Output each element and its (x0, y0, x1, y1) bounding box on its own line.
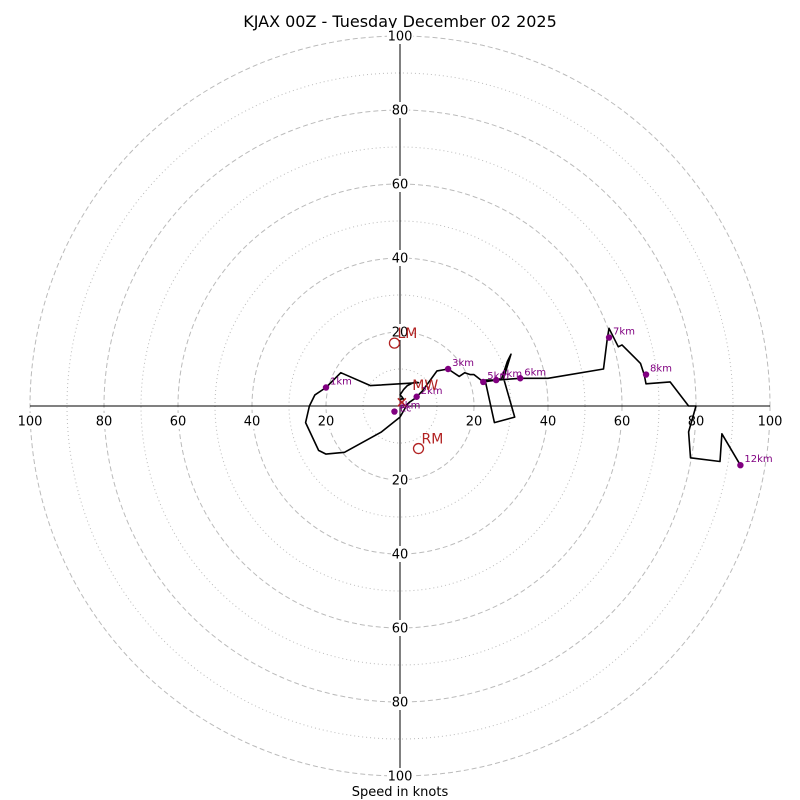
tick-label-right-60-bg (613, 413, 631, 429)
tick-label-down-60: 60 (392, 622, 409, 637)
height-marker-3km (444, 365, 452, 373)
tick-label-left-20: 20 (318, 415, 335, 430)
height-marker-12km (737, 462, 744, 469)
tick-label-down-40-bg (391, 546, 409, 562)
storm-motion-rm-label: RM (422, 432, 444, 448)
tick-label-up-60: 60 (392, 178, 409, 193)
tick-label-right-60: 60 (614, 415, 631, 430)
height-marker-2km (413, 393, 420, 400)
tick-label-up-20: 20 (392, 326, 409, 341)
tick-label-up-80: 80 (392, 104, 409, 119)
tick-label-up-80-bg (391, 102, 409, 118)
tick-label-left-100: 100 (18, 415, 43, 430)
height-label-1km: 1km (330, 377, 352, 388)
tick-label-left-40-bg (243, 413, 261, 429)
height-label-0km: 0km (398, 401, 420, 412)
tick-label-left-80-bg (95, 413, 113, 429)
tick-label-down-80: 80 (392, 696, 409, 711)
tick-label-up-40-bg (391, 250, 409, 266)
axes (30, 36, 770, 776)
storm-motion-mw-label: MW (412, 378, 438, 394)
tick-label-up-40: 40 (392, 252, 409, 267)
tick-label-left-100-bg (17, 413, 43, 429)
tick-label-left-60: 60 (170, 415, 187, 430)
x-axis-label: Speed in knots (352, 785, 449, 800)
surface-point-label: Ec (400, 403, 412, 414)
tick-label-up-100: 100 (388, 30, 413, 45)
height-label-2km: 2km (421, 386, 443, 397)
height-marker-6km (517, 375, 524, 382)
tick-label-down-100-bg (387, 768, 413, 784)
tick-label-right-100-bg (757, 413, 783, 429)
height-marker-0km (391, 408, 398, 415)
tick-label-down-100: 100 (388, 770, 413, 785)
height-label-8km: 8km (650, 364, 672, 375)
tick-label-down-20-bg (391, 472, 409, 488)
hodograph-trace-line (304, 327, 742, 466)
storm-motion-rm-marker (412, 442, 425, 455)
height-label-12km: 12km (744, 454, 772, 465)
tick-label-down-80-bg (391, 694, 409, 710)
height-marker-1km (322, 384, 330, 391)
tick-labels: 2020202040404040606060608080808010010010… (17, 28, 783, 785)
chart-title: KJAX 00Z - Tuesday December 02 2025 (243, 12, 557, 31)
height-label-4km: 4km (500, 369, 522, 380)
tick-label-left-20-bg (317, 413, 335, 429)
height-label-3km: 3km (452, 358, 474, 369)
height-marker-4km (493, 376, 500, 384)
tick-label-down-40: 40 (392, 548, 409, 563)
tick-label-down-60-bg (391, 620, 409, 636)
height-marker-8km (642, 371, 650, 378)
tick-label-up-20-bg (391, 324, 409, 340)
height-marker-7km (605, 334, 613, 341)
tick-label-up-100-bg (387, 28, 413, 44)
tick-label-left-60-bg (169, 413, 187, 429)
height-label-5km: 5km (487, 371, 509, 382)
tick-label-left-40: 40 (244, 415, 261, 430)
wind-profile-trace (304, 327, 742, 466)
storm-motion-lm-label: LM (397, 326, 417, 342)
tick-label-down-20: 20 (392, 474, 409, 489)
tick-label-right-40: 40 (540, 415, 557, 430)
tick-label-up-60-bg (391, 176, 409, 192)
tick-label-right-20: 20 (466, 415, 483, 430)
tick-label-right-20-bg (465, 413, 483, 429)
surface-point-mark-b (397, 397, 407, 407)
storm-motion-lm-marker (388, 337, 401, 349)
tick-label-right-40-bg (539, 413, 557, 429)
tick-label-left-80: 80 (96, 415, 113, 430)
tick-label-right-80-bg (687, 413, 705, 429)
height-label-6km: 6km (524, 367, 546, 378)
tick-label-right-100: 100 (758, 415, 783, 430)
height-label-7km: 7km (613, 327, 635, 338)
height-marker-5km (480, 378, 487, 386)
